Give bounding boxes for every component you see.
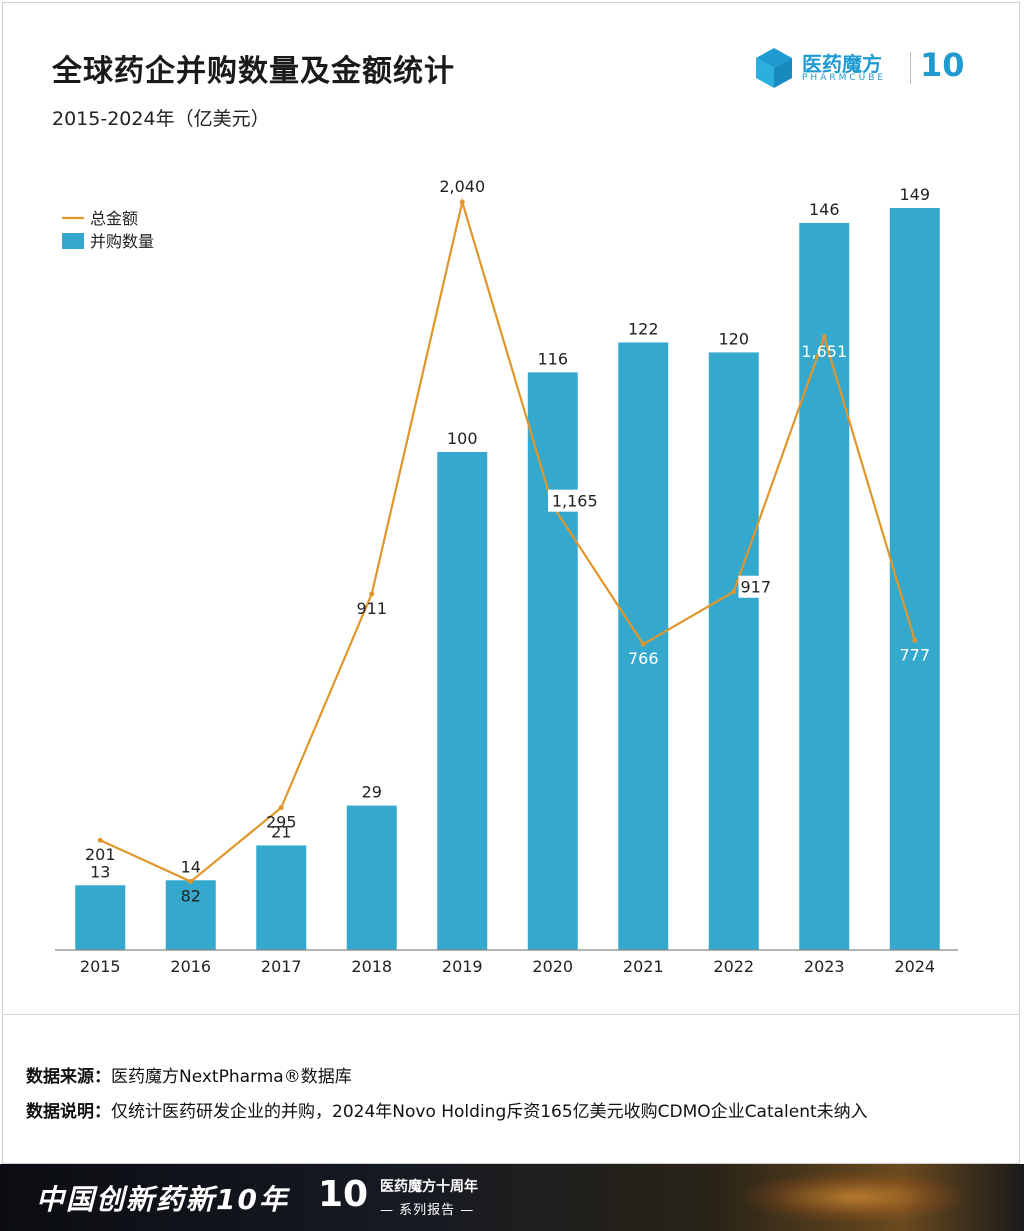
- line-label-2017: 295: [266, 813, 297, 832]
- x-tick-2015: 2015: [80, 957, 121, 976]
- brand-divider: [910, 52, 911, 84]
- banner-anniversary: 10: [318, 1174, 369, 1215]
- bar-2023: [799, 222, 850, 951]
- legend-bar-swatch: [62, 233, 84, 249]
- x-tick-2020: 2020: [532, 957, 573, 976]
- bar-label-2021: 122: [628, 319, 659, 338]
- total-amount-line: [99, 197, 916, 883]
- page-subtitle: 2015-2024年（亿美元）: [52, 108, 270, 130]
- source-text: 医药魔方NextPharma®数据库: [111, 1067, 352, 1087]
- line-point-2018: [369, 591, 375, 597]
- bar-2019: [437, 452, 488, 950]
- x-tick-2021: 2021: [623, 957, 664, 976]
- bar-2018: [346, 805, 397, 950]
- bar-label-2018: 29: [362, 783, 382, 802]
- bar-label-2016: 14: [181, 857, 201, 876]
- banner-glow: [744, 1172, 964, 1222]
- line-point-2015: [97, 837, 103, 843]
- bar-label-2024: 149: [899, 185, 930, 204]
- source-label: 数据来源：: [26, 1067, 111, 1087]
- bar-label-2023: 146: [809, 200, 840, 219]
- banner-slogan: 中国创新药新10年: [36, 1183, 289, 1216]
- line-label-2018: 911: [356, 599, 387, 618]
- line-label-2015: 201: [85, 845, 116, 864]
- line-label-2019: 2,040: [439, 177, 485, 196]
- page-title: 全球药企并购数量及金额统计: [52, 54, 455, 89]
- data-source-note: 数据来源：医药魔方NextPharma®数据库: [26, 1062, 352, 1087]
- banner-subtitle: — 系列报告 —: [380, 1203, 475, 1218]
- brand-english: PHARMCUBE: [802, 73, 887, 83]
- line-label-2023: 1,651: [801, 342, 847, 361]
- legend-label-count: 并购数量: [90, 232, 154, 251]
- cube-icon: [756, 48, 792, 88]
- x-axis: 2015 2016 2017 2018 2019 2020 2021 2022 2023 2024: [55, 949, 958, 976]
- x-tick-2018: 2018: [351, 957, 392, 976]
- line-label-2024: 777: [899, 645, 930, 664]
- banner-title: 医药魔方十周年: [380, 1179, 478, 1195]
- footer-banner: 中国创新药新10年 10 医药魔方十周年 — 系列报告 —: [0, 1164, 1024, 1231]
- footer-divider: [2, 1014, 1020, 1015]
- x-tick-2023: 2023: [804, 957, 845, 976]
- explain-text: 仅统计医药研发企业的并购，2024年Novo Holding斥资165亿美元收购…: [111, 1102, 868, 1122]
- bar-2017: [256, 845, 307, 950]
- bar-label-2019: 100: [447, 429, 478, 448]
- x-tick-2017: 2017: [261, 957, 302, 976]
- line-point-2022: [731, 589, 737, 595]
- brand-name: 医药魔方: [802, 52, 882, 76]
- x-tick-2019: 2019: [442, 957, 483, 976]
- line-point-2024: [912, 637, 918, 643]
- brand-logo: 医药魔方 PHARMCUBE 10: [752, 46, 984, 90]
- line-point-2021: [640, 641, 646, 647]
- legend-label-amount: 总金额: [90, 209, 138, 228]
- line-label-2021: 766: [628, 649, 659, 668]
- bar-2022: [708, 352, 759, 950]
- x-tick-2016: 2016: [170, 957, 211, 976]
- line-label-bg-2020: [548, 489, 602, 512]
- bar-2015: [75, 885, 126, 950]
- line-point-2017: [278, 805, 284, 811]
- bar-label-2015: 13: [90, 862, 110, 881]
- x-tick-2022: 2022: [713, 957, 754, 976]
- bar-label-2022: 120: [718, 329, 749, 348]
- brand-anniversary: 10: [920, 46, 965, 84]
- bar-2024: [889, 207, 940, 951]
- line-label-2020: 1,165: [552, 492, 598, 511]
- line-point-2016: [188, 879, 194, 885]
- explain-label: 数据说明：: [26, 1102, 111, 1122]
- bar-label-2017: 21: [271, 822, 291, 841]
- line-point-2023: [821, 334, 827, 340]
- line-label-2022: 917: [740, 578, 771, 597]
- chart-frame: [2, 2, 1020, 1164]
- line-label-2016: 82: [181, 887, 201, 906]
- line-series: 201 82 295 911 2,040 1,165 766 917 1,651 777: [85, 177, 930, 906]
- line-label-bg-2022: [738, 575, 773, 598]
- data-explanation-note: 数据说明：仅统计医药研发企业的并购，2024年Novo Holding斥资165…: [26, 1097, 868, 1122]
- line-point-2019: [459, 199, 465, 205]
- bar-2016: [165, 880, 216, 950]
- bar-label-2020: 116: [537, 349, 568, 368]
- bar-2020: [527, 372, 578, 950]
- bars: 13 14 21 29 100 116 122 120 146 149: [75, 185, 940, 951]
- x-tick-2024: 2024: [894, 957, 935, 976]
